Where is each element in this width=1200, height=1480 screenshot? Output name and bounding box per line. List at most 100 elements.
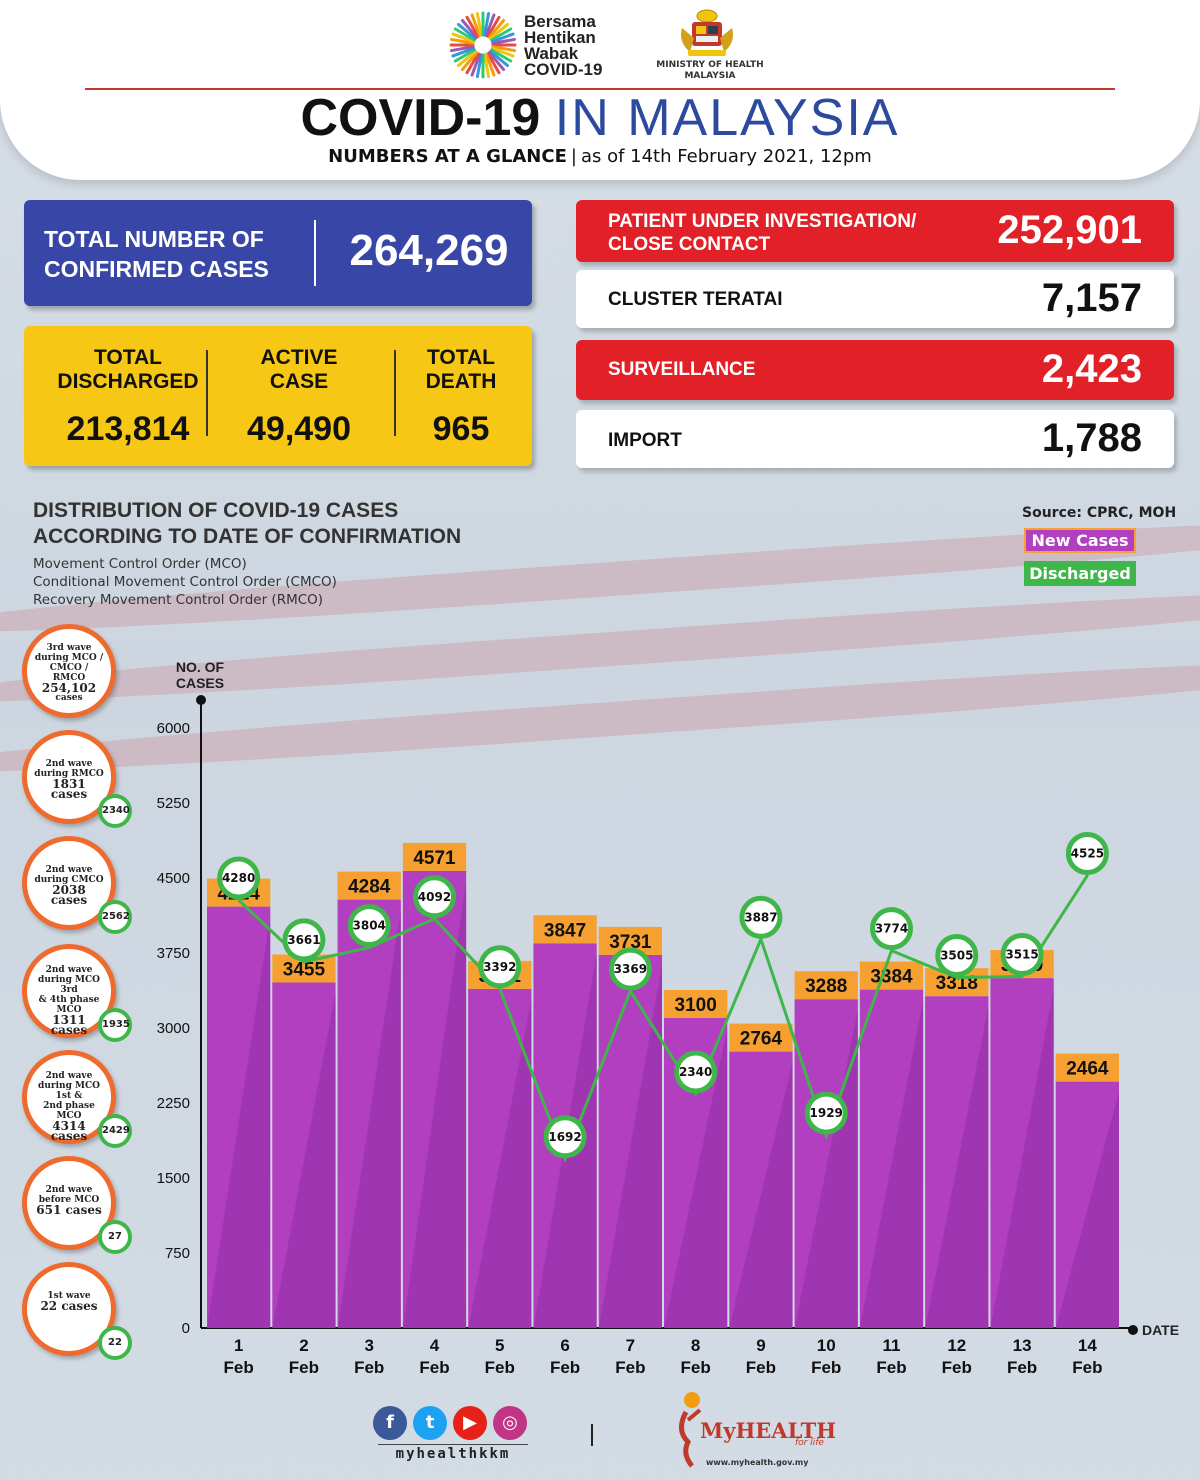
x-tick-month: Feb <box>876 1358 906 1377</box>
bar-new-cases <box>337 899 401 1328</box>
burst-ray <box>487 18 506 39</box>
y-tick-label: 6000 <box>157 720 190 737</box>
bar-new-cases <box>598 954 662 1328</box>
y-tick-label: 3750 <box>157 945 190 962</box>
wave-count: 4314 cases <box>50 1119 88 1143</box>
burst-ray <box>475 11 483 37</box>
x-tick-day: 3 <box>364 1336 373 1355</box>
campaign-line: Hentikan <box>524 28 596 47</box>
wave-circle: 3rd wave during MCO / CMCO / RMCO 254,102 ca… <box>22 624 116 718</box>
burst-ray <box>490 32 515 44</box>
title-rest: IN MALAYSIA <box>554 89 900 147</box>
bar-shade <box>729 1061 793 1328</box>
wave-count: 651 cases <box>36 1203 102 1217</box>
import-card: IMPORT 1,788 <box>576 410 1174 468</box>
title-bold: COVID-19 <box>300 89 541 147</box>
wave-discharged-badge: 22 <box>98 1326 132 1360</box>
bar-label-bg <box>729 1023 793 1052</box>
death-label: TOTAL <box>426 346 496 369</box>
burst-ray <box>456 49 477 68</box>
x-tick-day: 6 <box>560 1336 569 1355</box>
burst-ray <box>449 37 475 45</box>
wave-line: 3rd wave <box>46 643 92 653</box>
outcome-card: TOTAL DISCHARGED 213,814 ACTIVE CASE 49,… <box>24 326 532 466</box>
discharged-marker <box>804 1091 848 1135</box>
discharged-marker <box>870 907 913 951</box>
bar-new-cases <box>272 982 336 1328</box>
import-value: 1,788 <box>1041 416 1142 460</box>
bar-value-label: 3455 <box>283 960 326 981</box>
burst-ray <box>453 48 476 63</box>
x-tick-month: Feb <box>485 1358 515 1377</box>
discharged-marker <box>674 1050 718 1094</box>
discharged-value-label: 3369 <box>614 962 647 976</box>
bar-value-label: 2464 <box>1066 1059 1109 1080</box>
label-line: PATIENT UNDER INVESTIGATION/ <box>608 211 917 232</box>
bar-label-bg <box>1055 1053 1119 1082</box>
discharged-marker <box>217 856 261 900</box>
chart-title: DISTRIBUTION OF COVID-19 CASES ACCORDING… <box>33 498 461 550</box>
death-label: DEATH <box>425 370 497 393</box>
bar-shade <box>859 999 924 1328</box>
discharged-marker <box>935 934 979 977</box>
burst-ray <box>489 49 510 68</box>
burst-ray <box>490 27 513 42</box>
discharged-marker <box>543 1115 587 1159</box>
wave-line: 2nd wave <box>45 1071 93 1081</box>
x-tick-month: Feb <box>942 1358 972 1377</box>
twitter-icon[interactable]: t <box>413 1406 447 1440</box>
discharged-label: TOTAL <box>93 346 163 369</box>
pui-card: PATIENT UNDER INVESTIGATION/ CLOSE CONTA… <box>576 200 1174 262</box>
wave-label: 2nd wave during MCO 3rd & 4th phase MCO 131… <box>33 965 105 1036</box>
bar-value-label: 3384 <box>870 967 913 988</box>
burst-ray <box>470 52 482 77</box>
y-tick-label: 1500 <box>157 1170 190 1187</box>
header: Bersama Hentikan Wabak COVID-19 MINISTRY… <box>0 0 1200 180</box>
label-line: CLOSE CONTACT <box>608 234 771 255</box>
surveillance-value: 2,423 <box>1041 347 1142 391</box>
youtube-icon[interactable]: ▶ <box>453 1406 487 1440</box>
wave-label: 3rd wave during MCO / CMCO / RMCO 254,102 ca… <box>33 643 105 703</box>
x-axis-label: DATE <box>1142 1322 1179 1338</box>
bar-shade <box>402 880 467 1328</box>
y-axis-label: NO. OF CASES <box>176 659 225 691</box>
x-tick-month: Feb <box>615 1358 645 1377</box>
wave-line: during MCO 1st & <box>38 1081 100 1101</box>
death-value: 965 <box>432 410 490 448</box>
facebook-icon[interactable]: f <box>373 1406 407 1440</box>
page-title: COVID-19 IN MALAYSIA <box>0 90 1200 146</box>
ministry-line: MINISTRY OF HEALTH <box>656 60 764 70</box>
wave-discharged-badge: 2429 <box>98 1114 132 1148</box>
x-tick-day: 14 <box>1078 1336 1097 1355</box>
myhealth-url[interactable]: www.myhealth.gov.my <box>706 1458 809 1467</box>
bar-value-label: 4284 <box>348 877 391 898</box>
bar-new-cases <box>859 989 924 1328</box>
wave-discharged-badge: 2340 <box>98 794 132 828</box>
social-handle[interactable]: myhealthkkm <box>378 1444 528 1462</box>
discharged-value-label: 4280 <box>222 871 255 885</box>
wave-label: 1st wave 22 cases <box>33 1291 105 1312</box>
x-tick-month: Feb <box>746 1358 776 1377</box>
bar-shade <box>337 909 401 1328</box>
wave-count: 1831 cases <box>50 777 88 801</box>
wave-label: 2nd wave before MCO 651 cases <box>33 1185 105 1217</box>
discharged-marker <box>739 895 783 939</box>
y-tick-label: 3000 <box>157 1020 190 1037</box>
bar-label-bg <box>402 842 467 871</box>
burst-ray <box>460 18 479 39</box>
x-tick-month: Feb <box>1007 1358 1037 1377</box>
campaign-line: Bersama <box>524 12 596 31</box>
bar-label-bg <box>794 971 858 1000</box>
x-axis-end-dot <box>1128 1325 1138 1335</box>
discharged-marker <box>478 945 522 989</box>
coat-of-arms-icon <box>681 9 733 56</box>
instagram-icon[interactable]: ◎ <box>493 1406 527 1440</box>
wave-line: 2nd wave <box>45 965 93 975</box>
x-tick-month: Feb <box>289 1358 319 1377</box>
myhealth-tagline: for life <box>795 1438 824 1448</box>
x-tick-month: Feb <box>224 1358 254 1377</box>
bar-shade <box>272 992 336 1328</box>
x-tick-day: 10 <box>817 1336 836 1355</box>
x-tick-day: 12 <box>947 1336 966 1355</box>
burst-ray <box>483 53 491 79</box>
